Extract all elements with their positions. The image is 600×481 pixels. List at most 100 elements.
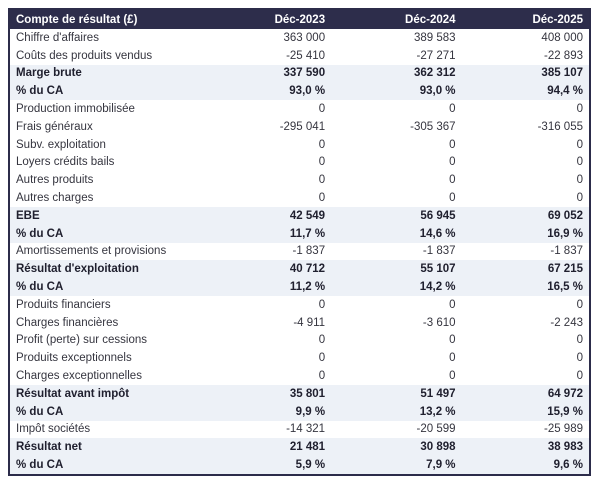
row-label: Résultat d'exploitation [9, 260, 201, 279]
table-body: Chiffre d'affaires 363 000 389 583 408 000 C… [9, 29, 590, 475]
row-label: % du CA [9, 456, 201, 475]
cell-value: 7,9 % [331, 456, 462, 475]
row-label: EBE [9, 206, 201, 225]
row-label: Charges exceptionnelles [9, 367, 201, 385]
cell-value: 16,9 % [461, 224, 590, 243]
cell-value: 389 583 [331, 29, 462, 47]
row-label: % du CA [9, 278, 201, 296]
table-row: Produits financiers 0 0 0 [9, 295, 590, 314]
table-row: Autres charges 0 0 0 [9, 189, 590, 207]
cell-value: -1 837 [461, 242, 590, 261]
cell-value: 21 481 [200, 438, 332, 457]
cell-value: 0 [461, 349, 590, 368]
cell-value: -25 989 [461, 420, 590, 439]
income-statement-container: Compte de résultat (£) Déc-2023 Déc-2024… [8, 8, 591, 476]
table-row: Résultat avant impôt 35 801 51 497 64 972 [9, 384, 590, 403]
table-row: % du CA 5,9 % 7,9 % 9,6 % [9, 456, 590, 475]
cell-value: 0 [331, 295, 462, 314]
cell-value: 30 898 [331, 438, 462, 457]
cell-value: 0 [331, 135, 462, 154]
table-row: Charges financières -4 911 -3 610 -2 243 [9, 313, 590, 332]
cell-value: 42 549 [200, 206, 332, 225]
cell-value: -25 410 [200, 46, 332, 65]
cell-value: 0 [331, 367, 462, 385]
row-label: Résultat net [9, 438, 201, 457]
row-label: Profit (perte) sur cessions [9, 331, 201, 350]
table-row: Coûts des produits vendus -25 410 -27 271-… [9, 46, 590, 65]
table-row: Impôt sociétés -14 321 -20 599 -25 989 [9, 420, 590, 439]
row-label: Impôt sociétés [9, 420, 201, 439]
cell-value: -14 321 [200, 420, 332, 439]
cell-value: 0 [200, 135, 332, 154]
table-row: Produits exceptionnels 0 0 0 [9, 349, 590, 368]
table-row: Résultat d'exploitation 40 712 55 107 67 21… [9, 260, 590, 279]
cell-value: 9,6 % [461, 456, 590, 475]
row-label: Charges financières [9, 313, 201, 332]
row-label: Amortissements et provisions [9, 242, 201, 261]
cell-value: 0 [461, 135, 590, 154]
cell-value: 0 [200, 349, 332, 368]
table-row: % du CA 11,2 % 14,2 % 16,5 % [9, 278, 590, 296]
cell-value: 0 [331, 171, 462, 190]
cell-value: 337 590 [200, 64, 332, 83]
cell-value: 0 [461, 100, 590, 118]
cell-value: -27 271 [331, 46, 462, 65]
row-label: % du CA [9, 224, 201, 243]
cell-value: 0 [331, 153, 462, 172]
cell-value: 408 000 [461, 29, 590, 47]
cell-value: 0 [461, 153, 590, 172]
column-header-dec-2025: Déc-2025 [461, 9, 590, 29]
cell-value: 0 [200, 331, 332, 350]
cell-value: 0 [200, 189, 332, 207]
row-label: Autres produits [9, 171, 201, 190]
cell-value: 0 [331, 331, 462, 350]
table-row: Chiffre d'affaires 363 000 389 583 408 000 [9, 29, 590, 47]
cell-value: 0 [200, 153, 332, 172]
cell-value: -295 041 [200, 117, 332, 136]
cell-value: 385 107 [461, 64, 590, 83]
cell-value: 40 712 [200, 260, 332, 279]
cell-value: 0 [200, 367, 332, 385]
row-label: Marge brute [9, 64, 201, 83]
cell-value: 9,9 % [200, 402, 332, 421]
table-row: Frais généraux -295 041 -305 367 -316 055 [9, 117, 590, 136]
cell-value: 0 [331, 349, 462, 368]
cell-value: -22 893 [461, 46, 590, 65]
table-row: Loyers crédits bails 0 0 0 [9, 153, 590, 172]
cell-value: -305 367 [331, 117, 462, 136]
cell-value: 15,9 % [461, 402, 590, 421]
row-label: Subv. exploitation [9, 135, 201, 154]
cell-value: -2 243 [461, 313, 590, 332]
header-row: Compte de résultat (£) Déc-2023 Déc-2024… [9, 9, 590, 29]
row-label: Chiffre d'affaires [9, 29, 201, 47]
row-label: % du CA [9, 82, 201, 101]
cell-value: 14,6 % [331, 224, 462, 243]
cell-value: 5,9 % [200, 456, 332, 475]
cell-value: 51 497 [331, 384, 462, 403]
table-row: Charges exceptionnelles 0 0 0 [9, 367, 590, 385]
table-row: Résultat net 21 481 30 898 38 983 [9, 438, 590, 457]
cell-value: -3 610 [331, 313, 462, 332]
row-label: Loyers crédits bails [9, 153, 201, 172]
cell-value: 55 107 [331, 260, 462, 279]
cell-value: 38 983 [461, 438, 590, 457]
column-header-dec-2023: Déc-2023 [200, 9, 332, 29]
cell-value: 363 000 [200, 29, 332, 47]
cell-value: 93,0 % [200, 82, 332, 101]
table-row: Amortissements et provisions -1 837 -1 837… [9, 242, 590, 261]
row-label: Coûts des produits vendus [9, 46, 201, 65]
cell-value: 94,4 % [461, 82, 590, 101]
cell-value: -20 599 [331, 420, 462, 439]
table-row: EBE 42 549 56 945 69 052 [9, 206, 590, 225]
cell-value: 362 312 [331, 64, 462, 83]
cell-value: 0 [331, 100, 462, 118]
cell-value: 0 [461, 189, 590, 207]
cell-value: 11,7 % [200, 224, 332, 243]
row-label: Production immobilisée [9, 100, 201, 118]
cell-value: 67 215 [461, 260, 590, 279]
income-statement-table: Compte de résultat (£) Déc-2023 Déc-2024… [8, 8, 591, 476]
table-row: % du CA 93,0 % 93,0 % 94,4 % [9, 82, 590, 101]
row-label: Frais généraux [9, 117, 201, 136]
cell-value: 0 [461, 171, 590, 190]
cell-value: -4 911 [200, 313, 332, 332]
